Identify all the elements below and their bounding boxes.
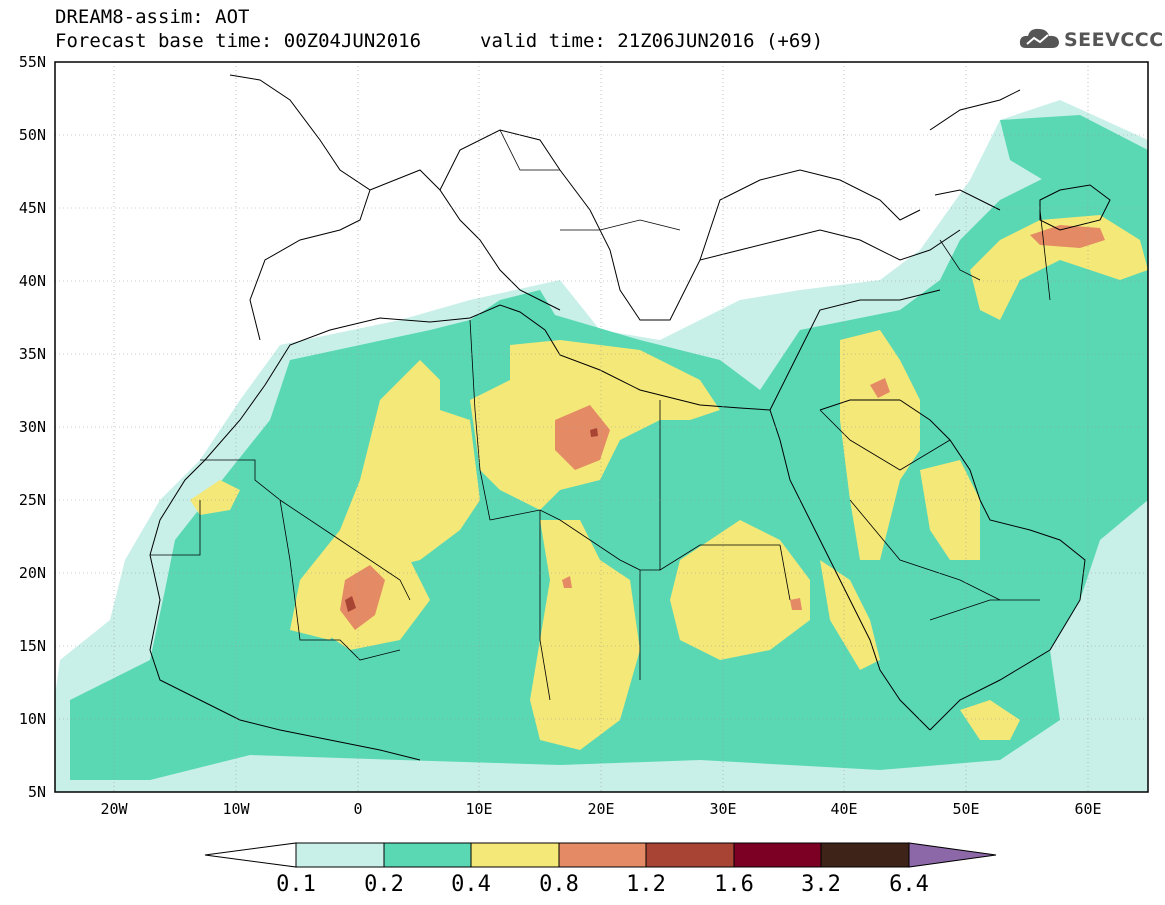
cloud-icon [1019,28,1059,48]
lon-label: 40E [830,800,858,818]
colorbar-box-0.4 [470,842,560,868]
aot-contour-0.8 [340,225,1105,630]
lon-label: 30E [709,800,737,818]
colorbar-label: 0.2 [364,872,404,897]
colorbar-label: 1.2 [626,872,666,897]
lat-label: 45N [18,199,46,217]
forecast-base-time: Forecast base time: 00Z04JUN2016 [55,30,422,52]
lat-label: 40N [18,272,46,290]
colorbar-label: 1.6 [714,872,754,897]
borders [150,129,1051,701]
colorbar-label: 3.2 [801,872,841,897]
lon-label: 10E [465,800,493,818]
aot-field [55,74,1148,792]
colorbar-box-1.6 [733,842,822,868]
lon-label: 20E [587,800,615,818]
colorbar-box-0.1 [295,842,385,868]
map-title: DREAM8-assim: AOT [55,6,250,28]
logo-text: SEEVCCC [1064,29,1164,51]
lat-label: 30N [18,418,46,436]
lat-label: 25N [18,491,46,509]
coastlines [149,74,1111,761]
lon-label: 60E [1074,800,1102,818]
lon-label: 0 [353,800,363,818]
aot-contour-0.4 [190,215,1148,750]
lat-label: 55N [18,53,46,71]
lat-label: 50N [18,126,46,144]
lat-label: 5N [27,783,46,801]
gridlines [55,62,1148,792]
lon-label: 10W [222,800,250,818]
colorbar-box-0.2 [383,842,472,868]
colorbar-arrow-high [908,842,997,868]
colorbar-box-1.2 [645,842,735,868]
colorbar-label: 0.8 [539,872,579,897]
colorbar-label: 6.4 [889,872,929,897]
lon-label: 20W [100,800,128,818]
lat-label: 15N [18,637,46,655]
colorbar-label: 0.4 [451,872,491,897]
plot-frame [54,61,1149,793]
lat-label: 35N [18,345,46,363]
valid-time: valid time: 21Z06JUN2016 (+69) [480,30,824,52]
colorbar-box-3.2 [820,842,910,868]
lat-label: 20N [18,564,46,582]
colorbar-box-0.8 [558,842,647,868]
colorbar-label: 0.1 [276,872,316,897]
seevccc-logo: SEEVCCC [1018,24,1163,54]
colorbar [204,842,997,868]
aot-contour-1.2 [345,428,598,612]
colorbar-arrow-low [204,842,297,868]
lon-label: 50E [952,800,980,818]
lat-label: 10N [18,710,46,728]
